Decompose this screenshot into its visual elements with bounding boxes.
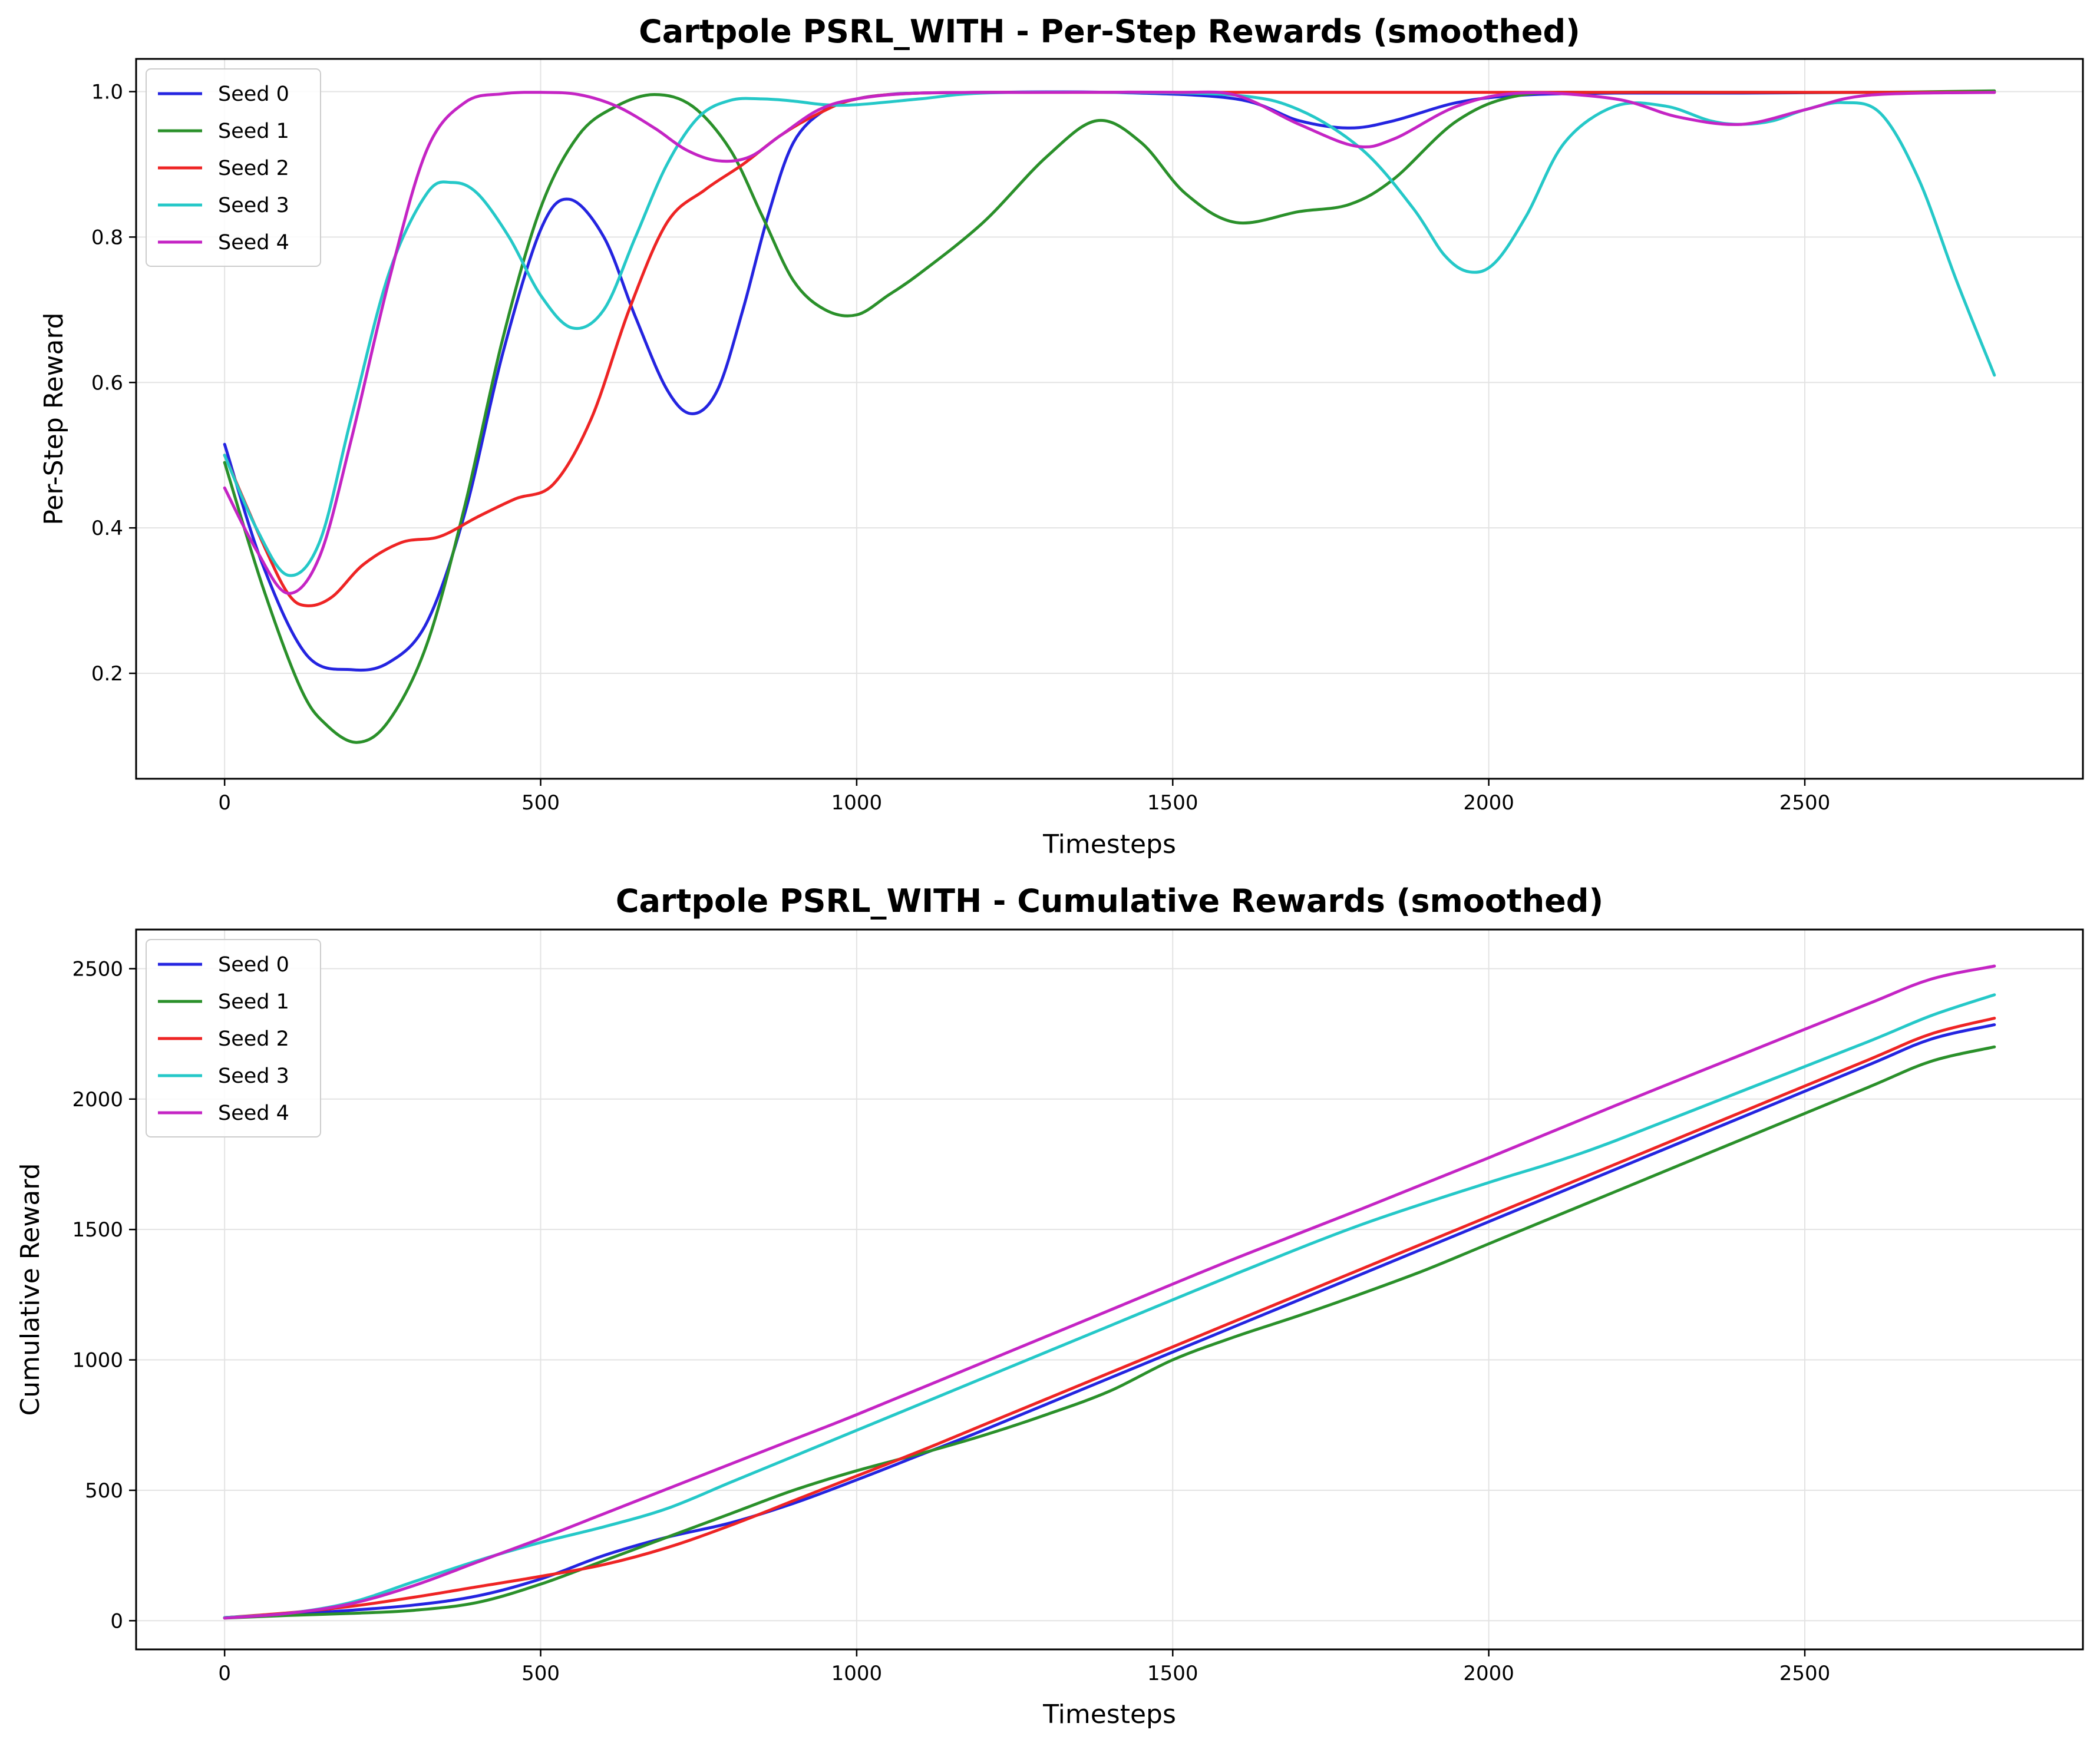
x-axis-ticks: 0 500 1000 1500 2000 2500 bbox=[218, 779, 1830, 815]
x-tick-label: 500 bbox=[521, 791, 560, 815]
x-tick-label: 0 bbox=[218, 791, 231, 815]
y-tick-label: 0.6 bbox=[91, 371, 123, 395]
legend-label: Seed 2 bbox=[218, 157, 289, 180]
y-tick-label: 500 bbox=[85, 1479, 123, 1503]
legend: Seed 0 Seed 1 Seed 2 Seed 3 Seed 4 bbox=[146, 68, 321, 267]
x-tick-label: 2000 bbox=[1463, 791, 1514, 815]
y-tick-label: 1500 bbox=[72, 1218, 123, 1242]
series-lines bbox=[223, 964, 1996, 1620]
x-tick-label: 2500 bbox=[1779, 1662, 1831, 1685]
legend-label: Seed 2 bbox=[218, 1027, 289, 1051]
per-step-rewards-chart: Cartpole PSRL_WITH - Per-Step Rewards (s… bbox=[39, 13, 2084, 859]
series-line-seed-1 bbox=[223, 1045, 1996, 1620]
y-tick-label: 1.0 bbox=[91, 81, 123, 104]
legend-label: Seed 3 bbox=[218, 1064, 289, 1088]
x-axis-label: Timesteps bbox=[1042, 1699, 1176, 1730]
y-tick-label: 1000 bbox=[72, 1349, 123, 1373]
legend-label: Seed 0 bbox=[218, 953, 289, 977]
y-axis-ticks: 0.2 0.4 0.6 0.8 1.0 bbox=[91, 81, 136, 686]
plot-frame bbox=[135, 928, 2084, 1651]
y-tick-label: 0 bbox=[110, 1609, 123, 1633]
legend-label: Seed 4 bbox=[218, 231, 289, 254]
x-axis-ticks: 0 500 1000 1500 2000 2500 bbox=[218, 1649, 1830, 1685]
series-line-seed-1 bbox=[223, 89, 1996, 744]
chart-title: Cartpole PSRL_WITH - Per-Step Rewards (s… bbox=[639, 13, 1580, 50]
y-tick-label: 2500 bbox=[72, 957, 123, 981]
legend-label: Seed 1 bbox=[218, 120, 289, 143]
legend-box bbox=[146, 939, 321, 1137]
legend-box bbox=[146, 68, 321, 267]
series-line-seed-2 bbox=[223, 91, 1996, 607]
series-line-seed-4 bbox=[223, 90, 1996, 595]
series-line-seed-0 bbox=[223, 1023, 1996, 1619]
series-line-seed-0 bbox=[223, 90, 1996, 672]
series-line-seed-2 bbox=[223, 1017, 1996, 1619]
y-tick-label: 0.4 bbox=[91, 517, 123, 540]
plot-frame bbox=[135, 58, 2084, 780]
chart-title: Cartpole PSRL_WITH - Cumulative Rewards … bbox=[616, 882, 1603, 920]
x-tick-label: 2000 bbox=[1463, 1662, 1514, 1685]
x-tick-label: 1500 bbox=[1147, 791, 1198, 815]
x-tick-label: 1000 bbox=[831, 1662, 883, 1685]
x-tick-label: 500 bbox=[521, 1662, 560, 1685]
legend: Seed 0 Seed 1 Seed 2 Seed 3 Seed 4 bbox=[146, 939, 321, 1137]
legend-label: Seed 0 bbox=[218, 82, 289, 106]
y-axis-label: Cumulative Reward bbox=[15, 1163, 45, 1416]
x-axis-label: Timesteps bbox=[1042, 829, 1176, 859]
series-lines bbox=[223, 89, 1996, 744]
y-tick-label: 0.2 bbox=[91, 662, 123, 686]
legend-label: Seed 1 bbox=[218, 990, 289, 1014]
grid bbox=[136, 930, 2083, 1649]
x-tick-label: 1500 bbox=[1147, 1662, 1198, 1685]
y-tick-label: 0.8 bbox=[91, 226, 123, 249]
x-tick-label: 0 bbox=[218, 1662, 231, 1685]
y-axis-ticks: 0 500 1000 1500 2000 2500 bbox=[72, 957, 136, 1633]
y-axis-label: Per-Step Reward bbox=[39, 312, 69, 525]
cumulative-rewards-chart: Cartpole PSRL_WITH - Cumulative Rewards … bbox=[15, 882, 2084, 1730]
series-line-seed-4 bbox=[223, 964, 1996, 1620]
legend-label: Seed 4 bbox=[218, 1102, 289, 1125]
legend-label: Seed 3 bbox=[218, 194, 289, 217]
x-tick-label: 2500 bbox=[1779, 791, 1831, 815]
y-tick-label: 2000 bbox=[72, 1088, 123, 1112]
x-tick-label: 1000 bbox=[831, 791, 883, 815]
